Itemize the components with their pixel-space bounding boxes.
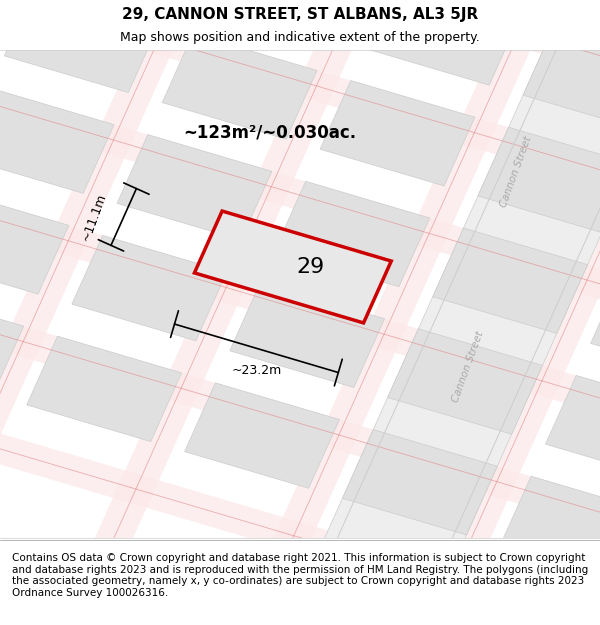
Polygon shape bbox=[0, 88, 114, 193]
Polygon shape bbox=[0, 0, 600, 152]
Text: Cannon Street: Cannon Street bbox=[499, 135, 533, 209]
Text: Cannon Street: Cannon Street bbox=[451, 330, 485, 404]
Text: ~23.2m: ~23.2m bbox=[231, 364, 281, 377]
Text: ~11.1m: ~11.1m bbox=[79, 191, 109, 242]
Polygon shape bbox=[0, 0, 600, 253]
Polygon shape bbox=[275, 181, 430, 287]
Polygon shape bbox=[162, 34, 317, 139]
Text: ~123m²/~0.030ac.: ~123m²/~0.030ac. bbox=[184, 124, 356, 142]
Polygon shape bbox=[388, 329, 542, 434]
Polygon shape bbox=[208, 0, 362, 39]
Polygon shape bbox=[230, 282, 385, 388]
Polygon shape bbox=[0, 189, 69, 294]
Polygon shape bbox=[590, 274, 600, 380]
Polygon shape bbox=[185, 383, 340, 488]
Polygon shape bbox=[0, 0, 98, 552]
Polygon shape bbox=[433, 228, 587, 333]
Polygon shape bbox=[275, 8, 600, 625]
Polygon shape bbox=[365, 0, 520, 85]
Polygon shape bbox=[545, 376, 600, 481]
Polygon shape bbox=[0, 59, 600, 354]
Polygon shape bbox=[0, 462, 600, 625]
Polygon shape bbox=[0, 0, 256, 599]
Polygon shape bbox=[209, 0, 571, 625]
Polygon shape bbox=[523, 26, 600, 132]
Text: 29, CANNON STREET, ST ALBANS, AL3 5JR: 29, CANNON STREET, ST ALBANS, AL3 5JR bbox=[122, 6, 478, 21]
Polygon shape bbox=[568, 0, 600, 31]
Polygon shape bbox=[320, 81, 475, 186]
Polygon shape bbox=[4, 0, 159, 92]
Polygon shape bbox=[17, 0, 600, 51]
Polygon shape bbox=[367, 0, 600, 625]
Polygon shape bbox=[0, 0, 1, 46]
Polygon shape bbox=[0, 261, 600, 556]
Text: Map shows position and indicative extent of the property.: Map shows position and indicative extent… bbox=[120, 31, 480, 44]
Polygon shape bbox=[0, 564, 571, 625]
Polygon shape bbox=[27, 336, 182, 442]
Text: 29: 29 bbox=[297, 257, 325, 277]
Text: Contains OS data © Crown copyright and database right 2021. This information is : Contains OS data © Crown copyright and d… bbox=[12, 553, 588, 598]
Polygon shape bbox=[51, 0, 413, 625]
Polygon shape bbox=[343, 429, 497, 535]
Polygon shape bbox=[0, 362, 600, 625]
Polygon shape bbox=[525, 42, 600, 625]
Polygon shape bbox=[117, 134, 272, 240]
Polygon shape bbox=[500, 476, 600, 582]
Polygon shape bbox=[478, 127, 600, 232]
Polygon shape bbox=[194, 211, 391, 323]
Polygon shape bbox=[0, 161, 600, 454]
Polygon shape bbox=[0, 289, 23, 395]
Polygon shape bbox=[72, 236, 227, 341]
